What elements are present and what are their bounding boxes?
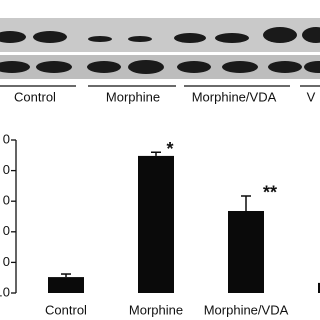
lane-label: Control (14, 89, 56, 104)
bar (228, 210, 264, 293)
y-tick-label: 0 (3, 254, 10, 269)
bar (138, 155, 174, 293)
bar (48, 277, 84, 293)
significance-marker: ** (263, 183, 277, 203)
x-tick-label: Morphine (129, 302, 183, 317)
y-tick-label: 0 (3, 193, 10, 208)
x-tick-label: Control (45, 302, 87, 317)
lane-label: Morphine/VDA (192, 89, 277, 104)
y-tick-label: 0 (3, 223, 10, 238)
y-tick-label: 0 (3, 162, 10, 177)
x-tick-label: Morphine/VDA (204, 302, 289, 317)
western-blot: Control Morphine Morphine/VDA V (0, 18, 320, 104)
blot-bands (0, 27, 320, 74)
significance-marker: * (166, 139, 173, 159)
lane-label: V (307, 89, 316, 104)
y-tick-label: .0 (0, 284, 10, 299)
lane-label: Morphine (106, 89, 160, 104)
y-tick-label: 0 (3, 131, 10, 146)
bar (318, 282, 320, 293)
